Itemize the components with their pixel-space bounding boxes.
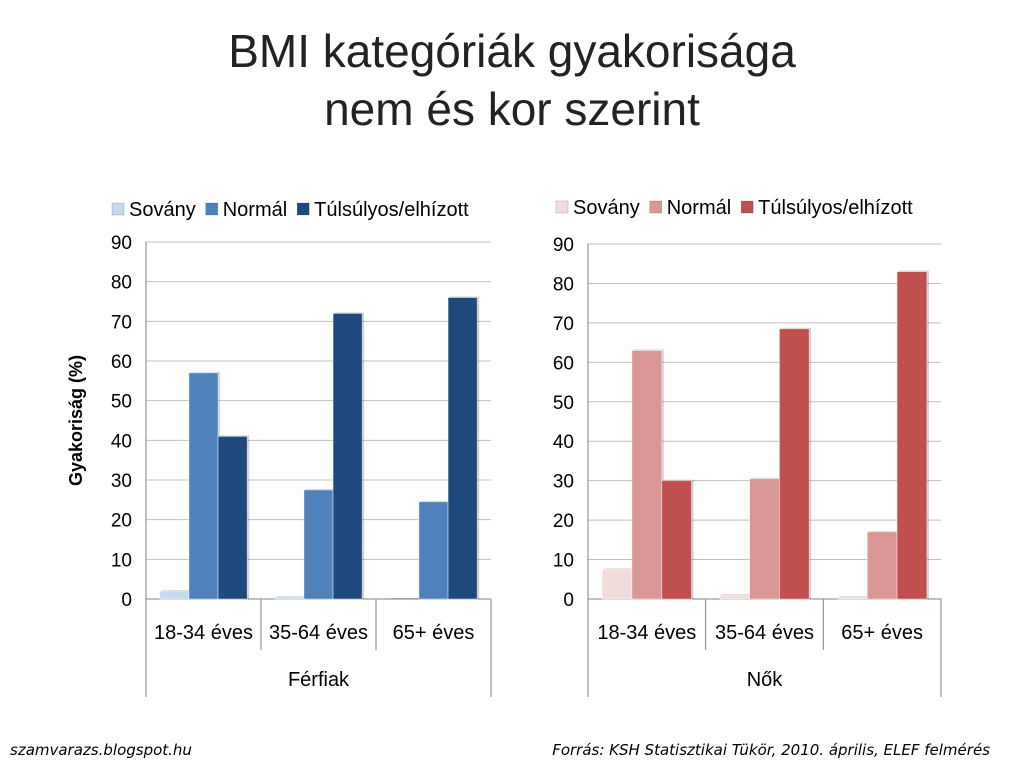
legend-label: Sovány	[573, 197, 640, 219]
legend-label: Túlsúlyos/elhízott	[314, 199, 469, 221]
bar	[749, 478, 780, 600]
y-tick-label: 10	[111, 550, 132, 571]
y-tick-label: 30	[111, 471, 132, 492]
bar-shadow	[391, 598, 421, 599]
legend-swatch	[111, 202, 125, 216]
bar	[837, 596, 868, 600]
legend-swatch	[296, 202, 310, 216]
y-tick-label: 30	[553, 472, 574, 493]
legend-label: Normál	[223, 199, 287, 221]
y-tick-label: 10	[553, 551, 574, 572]
x-category-label: 18-34 éves	[154, 622, 253, 644]
y-tick-label: 40	[111, 431, 132, 452]
x-category-label: 65+ éves	[393, 622, 475, 644]
legend-label: Sovány	[129, 199, 196, 221]
bar	[896, 271, 928, 600]
bar	[159, 590, 190, 600]
legend-swatch	[740, 200, 754, 214]
bar	[719, 594, 750, 600]
bar	[274, 596, 305, 600]
bar	[303, 489, 334, 600]
x-group-label: Férfiak	[288, 669, 350, 691]
legend-swatch	[555, 200, 569, 214]
bar	[601, 569, 633, 600]
bar	[866, 531, 898, 600]
y-tick-label: 60	[111, 352, 132, 373]
bar	[447, 297, 478, 600]
bar	[217, 435, 248, 600]
y-tick-label: 70	[553, 314, 574, 335]
y-tick-label: 80	[553, 274, 574, 295]
legend-label: Normál	[667, 197, 731, 219]
y-tick-label: 20	[111, 511, 132, 532]
x-category-label: 65+ éves	[841, 622, 923, 644]
bar	[332, 312, 363, 600]
legend-label: Túlsúlyos/elhízott	[758, 197, 913, 219]
x-category-label: 35-64 éves	[715, 622, 814, 644]
bar	[779, 328, 810, 600]
y-tick-label: 90	[111, 233, 132, 254]
y-tick-label: 70	[111, 312, 132, 333]
y-tick-label: 40	[553, 432, 574, 453]
legend-swatch	[205, 202, 219, 216]
y-tick-label: 0	[563, 590, 574, 611]
x-category-label: 18-34 éves	[597, 622, 696, 644]
bar	[631, 350, 663, 600]
bar	[661, 480, 692, 600]
footer-blog-credit: szamvarazs.blogspot.hu	[10, 741, 192, 759]
y-tick-label: 20	[553, 511, 574, 532]
footer-source: Forrás: KSH Statisztikai Tükör, 2010. áp…	[552, 741, 990, 759]
y-tick-label: 60	[553, 353, 574, 374]
page-title: BMI kategóriák gyakorisága nem és kor sz…	[0, 22, 1024, 138]
bar	[188, 372, 219, 600]
x-category-label: 35-64 éves	[269, 622, 368, 644]
y-tick-label: 50	[111, 392, 132, 413]
x-group-label: Nők	[747, 669, 784, 691]
title-line-2: nem és kor szerint	[324, 83, 700, 135]
bar	[418, 501, 449, 600]
chart-women: 0 10 20 30 40 50 60 70 80 90 18-34 éves 35-64 éves 6…	[553, 197, 942, 697]
y-tick-label: 50	[553, 393, 574, 414]
legend-swatch	[649, 200, 663, 214]
y-tick-label: 80	[111, 273, 132, 294]
title-line-1: BMI kategóriák gyakorisága	[228, 25, 796, 77]
chart-figure: 0 10 20 30 40 50 60 70 80 90 18-34 éves 35-64 éves 6…	[52, 170, 964, 706]
y-tick-label: 90	[553, 235, 574, 256]
y-axis-title: Gyakoriság (%)	[66, 355, 86, 486]
y-tick-label: 0	[121, 590, 132, 611]
chart-men: 0 10 20 30 40 50 60 70 80 90 18-34 éves 35-64 éves 6…	[66, 199, 492, 697]
